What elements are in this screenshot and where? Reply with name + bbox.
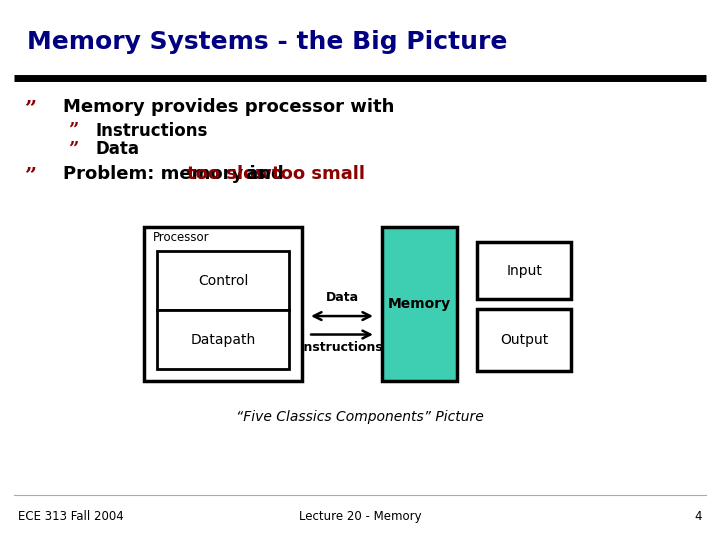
Bar <box>477 309 571 371</box>
Text: ”: ” <box>25 98 37 118</box>
Text: and: and <box>240 165 289 183</box>
Bar <box>477 242 571 299</box>
Text: ”: ” <box>68 122 78 139</box>
Text: Instructions: Instructions <box>96 122 208 139</box>
Text: Memory provides processor with: Memory provides processor with <box>63 98 394 116</box>
Text: Data: Data <box>325 291 359 304</box>
Text: Input: Input <box>506 264 542 278</box>
Text: Lecture 20 - Memory: Lecture 20 - Memory <box>299 510 421 523</box>
Text: Processor: Processor <box>153 231 210 244</box>
Text: Problem: memory is: Problem: memory is <box>63 165 272 183</box>
Bar <box>157 252 289 310</box>
Text: too slow: too slow <box>187 165 272 183</box>
Text: ”: ” <box>25 165 37 185</box>
Text: ”: ” <box>68 140 78 158</box>
Text: Memory: Memory <box>388 297 451 310</box>
Text: Output: Output <box>500 333 549 347</box>
Text: Datapath: Datapath <box>191 333 256 347</box>
Text: too small: too small <box>272 165 365 183</box>
Bar <box>157 310 289 369</box>
Text: 4: 4 <box>695 510 702 523</box>
Text: ECE 313 Fall 2004: ECE 313 Fall 2004 <box>18 510 124 523</box>
Text: Instructions: Instructions <box>300 341 384 354</box>
Text: Control: Control <box>198 274 248 288</box>
Bar <box>382 227 457 381</box>
Text: Memory Systems - the Big Picture: Memory Systems - the Big Picture <box>27 30 508 53</box>
Text: Data: Data <box>96 140 140 158</box>
Text: “Five Classics Components” Picture: “Five Classics Components” Picture <box>236 410 484 424</box>
Bar <box>144 227 302 381</box>
